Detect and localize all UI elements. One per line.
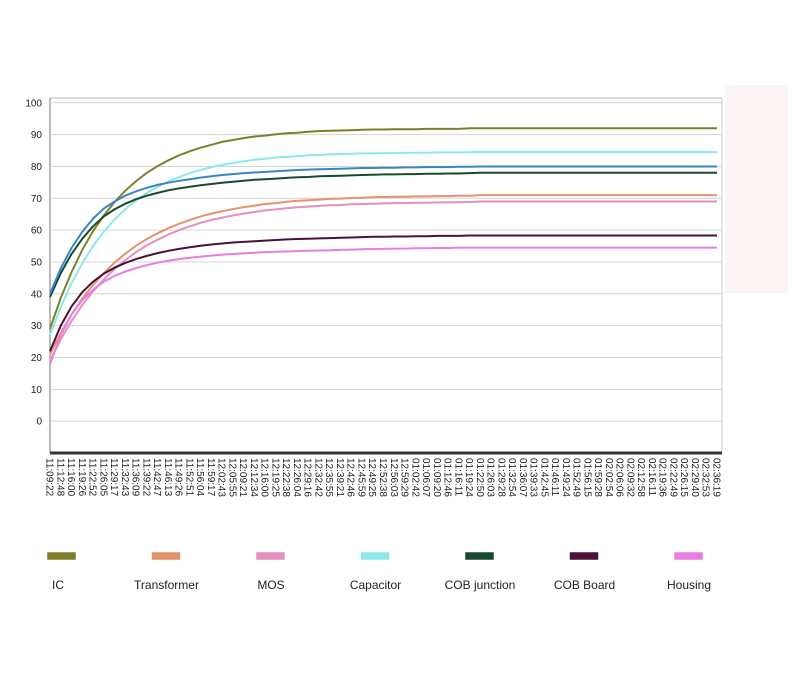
x-tick-label: 01:26:03 <box>485 458 496 497</box>
x-tick-label: 01:39:33 <box>528 458 539 497</box>
x-tick-label: 02:12:58 <box>635 458 646 497</box>
y-tick-label: 70 <box>31 194 43 205</box>
legend-swatch <box>569 552 599 560</box>
side-panel <box>725 85 788 293</box>
y-tick-label: 100 <box>25 98 42 109</box>
x-tick-label: 11:32:43 <box>119 458 130 497</box>
x-tick-label: 02:19:36 <box>657 458 668 497</box>
y-tick-label: 30 <box>31 321 43 332</box>
x-tick-label: 11:22:52 <box>87 458 98 497</box>
x-tick-label: 12:22:38 <box>280 458 291 497</box>
y-tick-label: 40 <box>31 289 43 300</box>
series-line <box>49 234 717 352</box>
x-tick-label: 11:16:00 <box>65 458 76 497</box>
y-tick-label: 80 <box>31 162 43 173</box>
y-tick-label: 20 <box>31 353 43 364</box>
x-tick-label: 12:02:43 <box>216 458 227 497</box>
legend-swatch <box>151 552 181 560</box>
x-tick-label: 01:49:24 <box>560 458 571 497</box>
x-tick-label: 01:52:49 <box>571 458 582 497</box>
x-tick-label: 02:22:49 <box>667 458 678 497</box>
x-tick-label: 01:19:24 <box>463 458 474 497</box>
legend-swatch <box>674 552 703 560</box>
x-tick-label: 11:46:13 <box>162 458 173 497</box>
x-tick-label: 12:49:25 <box>366 458 377 497</box>
x-tick-label: 11:12:48 <box>54 458 65 497</box>
x-tick-label: 11:49:26 <box>173 458 184 497</box>
x-tick-label: 01:06:07 <box>420 458 431 497</box>
x-tick-label: 11:29:17 <box>108 458 119 497</box>
x-tick-label: 01:46:11 <box>549 458 560 497</box>
x-tick-label: 12:05:55 <box>226 458 237 497</box>
legend-label: Housing <box>667 578 711 592</box>
x-tick-label: 12:09:21 <box>237 458 248 497</box>
legend-label: Transformer <box>134 578 199 592</box>
x-tick-label: 11:52:51 <box>183 458 194 497</box>
x-tick-label: 12:59:29 <box>399 458 410 497</box>
series-line <box>49 200 717 362</box>
y-tick-label: 50 <box>31 257 43 268</box>
x-tick-label: 12:26:04 <box>291 458 302 497</box>
x-tick-label: 01:56:15 <box>581 458 592 497</box>
x-tick-label: 12:32:42 <box>312 458 323 497</box>
y-tick-label: 0 <box>36 417 42 428</box>
x-tick-label: 01:02:42 <box>409 458 420 497</box>
x-tick-label: 11:36:09 <box>130 458 141 497</box>
x-tick-label: 01:36:07 <box>517 458 528 497</box>
x-tick-label: 12:45:59 <box>355 458 366 497</box>
x-tick-label: 02:16:11 <box>646 458 657 497</box>
y-tick-label: 10 <box>31 385 43 396</box>
x-tick-label: 11:56:04 <box>194 458 205 497</box>
legend-label: Capacitor <box>350 578 401 592</box>
legend-swatch <box>465 552 494 560</box>
x-tick-label: 11:19:26 <box>76 458 87 497</box>
x-tick-label: 02:02:54 <box>603 458 614 497</box>
x-tick-label: 12:42:46 <box>345 458 356 497</box>
legend-label: MOS <box>257 578 284 592</box>
y-tick-label: 90 <box>31 130 43 141</box>
x-tick-label: 02:36:19 <box>711 458 722 497</box>
x-tick-label: 12:19:25 <box>269 458 280 497</box>
series-line <box>49 165 717 295</box>
x-tick-label: 12:56:03 <box>388 458 399 497</box>
x-tick-label: 01:29:28 <box>495 458 506 497</box>
x-tick-label: 02:29:40 <box>689 458 700 497</box>
series-line <box>49 194 717 355</box>
x-tick-label: 01:42:45 <box>538 458 549 497</box>
x-tick-label: 11:09:22 <box>44 458 55 497</box>
x-tick-label: 12:16:00 <box>259 458 270 497</box>
legend-swatch <box>256 552 285 560</box>
x-tick-label: 02:26:15 <box>678 458 689 497</box>
x-tick-label: 11:26:05 <box>97 458 108 497</box>
x-tick-label: 01:59:28 <box>592 458 603 497</box>
legend-swatch <box>360 552 390 560</box>
legend-swatch <box>47 552 76 560</box>
x-tick-label: 12:29:16 <box>302 458 313 497</box>
x-tick-label: 02:09:32 <box>624 458 635 497</box>
x-tick-label: 11:39:22 <box>140 458 151 497</box>
legend-label: IC <box>52 578 64 592</box>
x-tick-label: 11:59:17 <box>205 458 216 497</box>
x-tick-label: 02:06:06 <box>614 458 625 497</box>
legend-label: COB junction <box>445 578 516 592</box>
x-tick-label: 12:52:38 <box>377 458 388 497</box>
x-tick-label: 01:32:54 <box>506 458 517 497</box>
y-tick-label: 60 <box>31 226 43 237</box>
x-tick-label: 01:12:46 <box>442 458 453 497</box>
legend-label: COB Board <box>554 578 615 592</box>
series-line <box>49 246 717 365</box>
x-tick-label: 12:35:55 <box>323 458 334 497</box>
x-tick-label: 01:16:11 <box>452 458 463 497</box>
x-tick-label: 11:42:47 <box>151 458 162 497</box>
x-tick-label: 12:39:21 <box>334 458 345 497</box>
x-tick-label: 01:09:20 <box>431 458 442 497</box>
series-line <box>49 127 717 330</box>
x-tick-label: 01:22:50 <box>474 458 485 497</box>
x-tick-label: 02:32:53 <box>700 458 711 497</box>
series-line <box>49 171 717 298</box>
x-tick-label: 12:12:34 <box>248 458 259 497</box>
